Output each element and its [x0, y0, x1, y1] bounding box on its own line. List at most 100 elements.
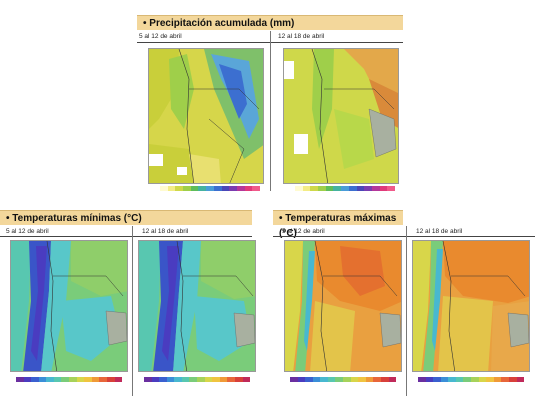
legend-swatch: [371, 186, 380, 191]
legend-swatch: [325, 186, 334, 191]
legend-swatch: [356, 186, 365, 191]
tmax-legend-week2: [418, 377, 525, 382]
legend-swatch: [181, 377, 190, 382]
tmax-separator: [406, 226, 407, 396]
legend-swatch: [219, 377, 228, 382]
legend-swatch: [440, 377, 449, 382]
legend-swatch: [106, 377, 115, 382]
legend-swatch: [305, 377, 313, 382]
legend-swatch: [227, 377, 235, 382]
legend-swatch: [212, 377, 220, 382]
legend-swatch: [365, 377, 374, 382]
legend-swatch: [297, 377, 306, 382]
tmax-map-week2-graphic: [413, 241, 529, 371]
tmin-separator: [132, 226, 133, 396]
legend-swatch: [508, 377, 517, 382]
tmin-map-week1: [10, 240, 128, 372]
legend-swatch: [501, 377, 509, 382]
legend-swatch: [144, 377, 152, 382]
tmax-map-week2: [412, 240, 530, 372]
legend-swatch: [69, 377, 77, 382]
legend-swatch: [455, 377, 464, 382]
legend-swatch: [242, 377, 251, 382]
legend-swatch: [160, 186, 168, 191]
legend-swatch: [418, 377, 426, 382]
legend-swatch: [76, 377, 85, 382]
tmax-section-title: • Temperaturas máximas (°C): [273, 210, 403, 239]
tmax-title-text: Temperaturas máximas (°C): [279, 213, 397, 239]
legend-swatch: [189, 377, 198, 382]
tmax-panel-b-label: 12 al 18 de abril: [416, 228, 463, 235]
tmin-panel-a-label: 5 al 12 de abril: [6, 228, 49, 235]
legend-swatch: [350, 377, 359, 382]
tmin-divider: [0, 236, 252, 237]
legend-swatch: [252, 186, 260, 191]
legend-swatch: [213, 186, 222, 191]
legend-swatch: [38, 377, 47, 382]
legend-swatch: [190, 186, 199, 191]
tmax-legend-week1: [290, 377, 397, 382]
legend-swatch: [61, 377, 70, 382]
legend-swatch: [206, 186, 214, 191]
legend-swatch: [463, 377, 472, 382]
legend-swatch: [333, 186, 342, 191]
precip-panel-a-label: 5 al 12 de abril: [139, 33, 182, 40]
legend-swatch: [387, 186, 395, 191]
legend-swatch: [364, 186, 372, 191]
legend-swatch: [244, 186, 253, 191]
legend-swatch: [183, 186, 191, 191]
legend-swatch: [221, 186, 230, 191]
legend-swatch: [236, 186, 245, 191]
legend-swatch: [84, 377, 92, 382]
tmin-title-text: Temperaturas mínimas (°C): [12, 213, 142, 224]
bullet-icon: •: [6, 213, 13, 224]
legend-swatch: [318, 186, 326, 191]
legend-swatch: [174, 377, 182, 382]
legend-swatch: [290, 377, 298, 382]
precip-map-week2: [283, 48, 399, 184]
legend-swatch: [379, 186, 388, 191]
legend-swatch: [516, 377, 525, 382]
precip-separator: [270, 31, 271, 191]
tmin-legend-week1: [16, 377, 123, 382]
legend-swatch: [341, 186, 349, 191]
tmax-map-week1-graphic: [285, 241, 401, 371]
legend-swatch: [91, 377, 100, 382]
legend-swatch: [425, 377, 434, 382]
tmin-map-week2-graphic: [139, 241, 255, 371]
legend-swatch: [46, 377, 54, 382]
precip-legend-week2: [295, 186, 395, 191]
legend-swatch: [348, 186, 357, 191]
legend-swatch: [159, 377, 167, 382]
precip-map-week2-graphic: [284, 49, 398, 183]
legend-swatch: [166, 377, 175, 382]
tmin-section-title: • Temperaturas mínimas (°C): [0, 210, 252, 225]
legend-swatch: [310, 186, 319, 191]
tmin-panel-b-label: 12 al 18 de abril: [142, 228, 189, 235]
precip-map-week1-graphic: [149, 49, 263, 183]
tmax-panel-a-label: 5 al 12 de abril: [282, 228, 325, 235]
precip-panel-b-label: 12 al 18 de abril: [278, 33, 325, 40]
legend-swatch: [312, 377, 321, 382]
legend-swatch: [320, 377, 328, 382]
legend-swatch: [380, 377, 389, 382]
legend-swatch: [302, 186, 311, 191]
legend-swatch: [471, 377, 479, 382]
precip-title-text: Precipitación acumulada (mm): [149, 18, 295, 29]
tmin-legend-week2: [144, 377, 251, 382]
legend-swatch: [53, 377, 62, 382]
legend-swatch: [335, 377, 344, 382]
legend-swatch: [448, 377, 456, 382]
bullet-icon: •: [279, 213, 286, 224]
precip-section-title: • Precipitación acumulada (mm): [137, 15, 403, 30]
legend-swatch: [486, 377, 494, 382]
legend-swatch: [388, 377, 397, 382]
legend-swatch: [23, 377, 32, 382]
legend-swatch: [99, 377, 107, 382]
legend-swatch: [327, 377, 336, 382]
legend-swatch: [204, 377, 213, 382]
legend-swatch: [358, 377, 366, 382]
legend-swatch: [175, 186, 184, 191]
legend-swatch: [151, 377, 160, 382]
precip-map-week1: [148, 48, 264, 184]
